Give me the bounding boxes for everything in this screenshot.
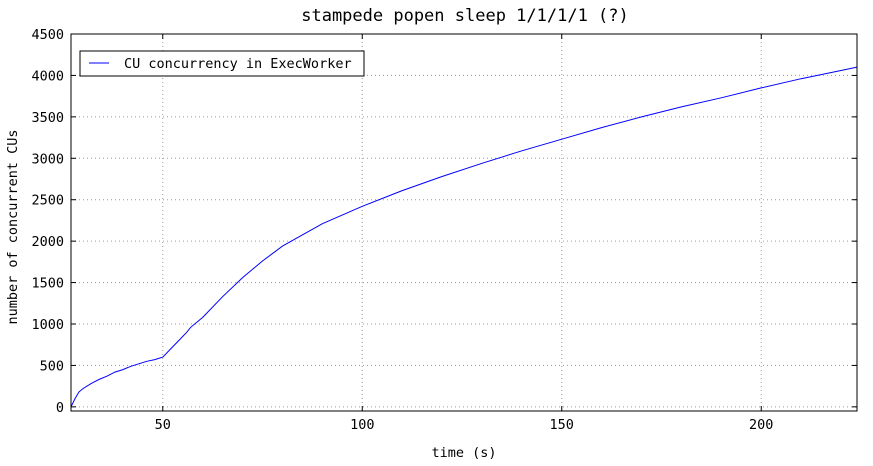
plot-area [70,66,858,408]
x-axis-label: time (s) [431,445,496,461]
y-tick-label: 4500 [31,27,64,43]
grid [71,33,857,411]
y-tick-label: 3000 [31,151,64,167]
legend-box [79,50,365,77]
y-tick-label: 500 [40,358,64,374]
series-line-cu-concurrency [70,66,858,408]
x-tick-label: 50 [155,417,171,433]
legend-label: CU concurrency in ExecWorker [124,56,352,72]
y-tick-label: 1500 [31,276,64,292]
x-tick-label: 200 [749,417,773,433]
chart-title: stampede popen sleep 1/1/1/1 (?) [301,6,629,26]
legend: CU concurrency in ExecWorker [79,50,365,77]
y-tick-label: 1000 [31,317,64,333]
y-tick-label: 4000 [31,68,64,84]
plot-frame [70,33,858,412]
ticks: 50 100 150 20005001000150020002500300035004… [31,27,857,433]
y-tick-label: 2500 [31,193,64,209]
y-tick-label: 0 [56,400,64,416]
y-tick-label: 2000 [31,234,64,250]
y-axis-label: number of concurrent CUs [5,129,21,324]
x-tick-label: 150 [550,417,574,433]
x-tick-label: 100 [350,417,374,433]
y-tick-label: 3500 [31,110,64,126]
